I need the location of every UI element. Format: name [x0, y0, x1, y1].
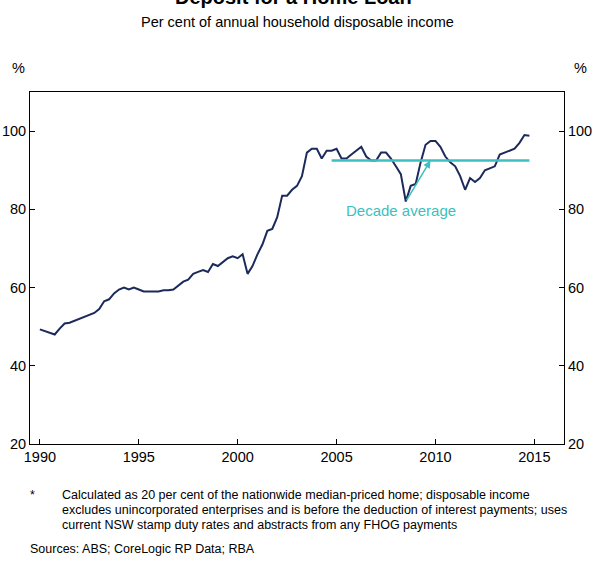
svg-text:80: 80: [10, 201, 26, 217]
svg-text:%: %: [12, 60, 25, 76]
svg-text:100: 100: [568, 123, 592, 139]
svg-text:40: 40: [568, 358, 584, 374]
svg-text:%: %: [574, 60, 587, 76]
svg-text:60: 60: [10, 280, 26, 296]
svg-text:Deposit for a Home Loan*: Deposit for a Home Loan*: [175, 0, 420, 8]
svg-text:1995: 1995: [123, 449, 155, 465]
svg-text:2005: 2005: [320, 449, 352, 465]
svg-text:Decade average: Decade average: [346, 202, 456, 219]
html-text:Sources: ABS; CoreLogic RP Dat: Sources: ABS; CoreLogic RP Data; RBA: [30, 542, 255, 556]
svg-text:Per cent of annual household d: Per cent of annual household disposable …: [141, 14, 454, 30]
svg-text:80: 80: [568, 201, 584, 217]
html-text:Calculated as 20 per cent of t: Calculated as 20 per cent of the nationw…: [62, 488, 568, 532]
svg-text:2000: 2000: [222, 449, 254, 465]
svg-text:1990: 1990: [24, 449, 56, 465]
svg-text:60: 60: [568, 280, 584, 296]
svg-text:20: 20: [10, 436, 26, 452]
svg-text:40: 40: [10, 358, 26, 374]
svg-text:2010: 2010: [419, 449, 451, 465]
svg-text:2015: 2015: [518, 449, 550, 465]
svg-text:100: 100: [2, 123, 26, 139]
svg-text:20: 20: [568, 436, 584, 452]
